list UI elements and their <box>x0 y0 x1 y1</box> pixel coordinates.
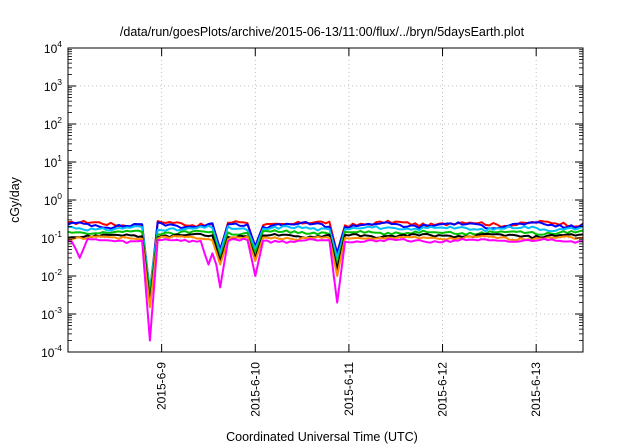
y-tick-label: 100 <box>44 191 62 208</box>
y-tick-label: 10-4 <box>41 343 62 360</box>
x-axis-label: Coordinated Universal Time (UTC) <box>226 430 418 444</box>
y-tick-label: 10-3 <box>41 305 62 322</box>
x-tick-label: 2015-6-9 <box>155 362 169 410</box>
series-line <box>67 235 584 309</box>
y-axis-ticks: 10-4 10-3 10-2 10-1 100 101 102 103 104 <box>41 39 583 360</box>
y-tick-label: 104 <box>44 39 62 56</box>
series-line <box>67 237 584 342</box>
chart-title: /data/run/goesPlots/archive/2015-06-13/1… <box>120 25 525 39</box>
x-tick-label: 2015-6-11 <box>342 362 356 416</box>
x-axis-ticks: 2015-6-9 2015-6-10 2015-6-11 2015-6-12 2015-… <box>155 48 543 417</box>
y-tick-label: 102 <box>44 115 62 132</box>
series-lines <box>67 219 584 342</box>
y-tick-label: 10-2 <box>41 267 62 284</box>
grid <box>68 48 583 352</box>
plot-frame <box>67 47 584 353</box>
x-tick-label: 2015-6-10 <box>248 362 262 417</box>
y-tick-label: 10-1 <box>41 229 62 246</box>
x-tick-label: 2015-6-13 <box>529 362 543 417</box>
y-axis-label: cGy/day <box>8 176 22 223</box>
y-tick-label: 103 <box>44 77 62 94</box>
x-tick-label: 2015-6-12 <box>436 362 450 417</box>
y-tick-label: 101 <box>44 153 62 170</box>
